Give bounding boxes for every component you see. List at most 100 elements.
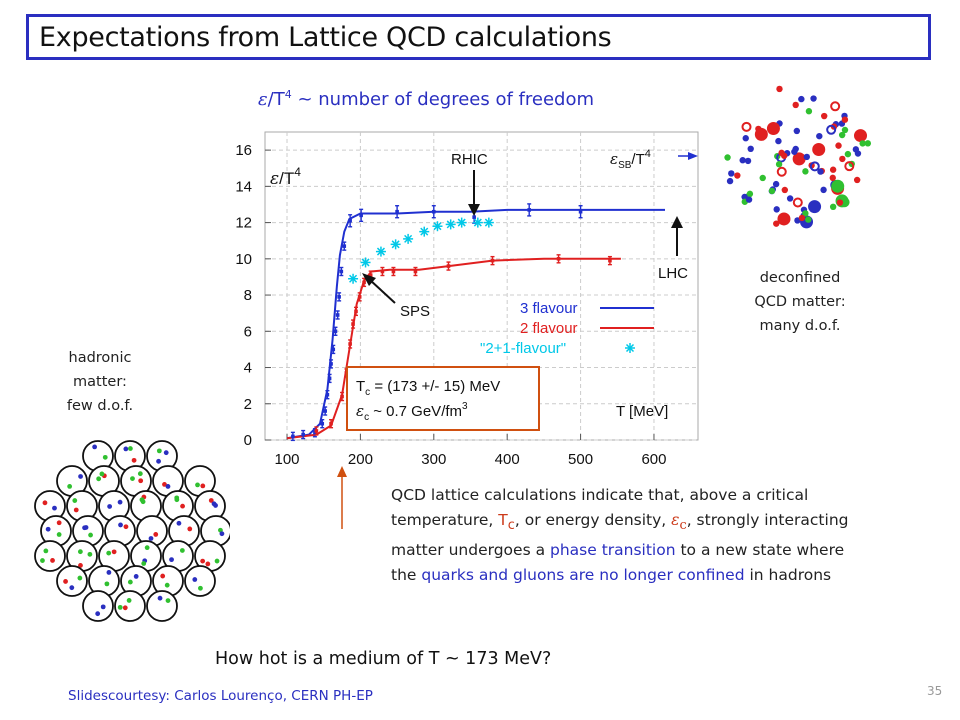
quark-dot xyxy=(130,476,135,482)
quark-dot xyxy=(45,526,51,532)
quark-dot xyxy=(117,604,123,610)
data-marker xyxy=(314,429,319,433)
parton-dot xyxy=(798,95,805,103)
errorbar-point xyxy=(290,431,295,442)
quark-dot xyxy=(165,484,171,489)
quark-dot xyxy=(67,483,73,489)
asterisk-point xyxy=(432,221,443,232)
esb-sup: 4 xyxy=(645,148,651,160)
parton-dot xyxy=(803,153,811,161)
desc-part-2: , or energy density, xyxy=(514,511,672,529)
quark-dot xyxy=(123,524,129,530)
parton-dot xyxy=(829,166,837,173)
errorbar-point xyxy=(327,373,332,384)
quark-dot xyxy=(131,457,137,463)
errorbar-point xyxy=(395,205,400,219)
x-tick-label: 100 xyxy=(275,451,300,468)
hadron-circle xyxy=(146,590,178,622)
y-tick-label: 6 xyxy=(244,323,252,340)
plot-frame xyxy=(264,131,699,441)
x-tick-label: 200 xyxy=(348,451,373,468)
desc-part-5: in hadrons xyxy=(744,566,832,585)
quark-dot xyxy=(107,504,113,509)
legend-swatch xyxy=(625,343,635,353)
tc-arrow-head xyxy=(337,466,347,477)
errorbar-point xyxy=(556,254,561,264)
parton-dot xyxy=(745,196,753,203)
credit-text: Slidescourtesy: Carlos Lourenço, CERN PH… xyxy=(68,688,373,704)
chart-subtitle: ε/T4 ~ number of degrees of freedom xyxy=(258,88,594,110)
page-number: 35 xyxy=(927,684,943,698)
quark-dot xyxy=(180,503,185,509)
tc-box xyxy=(346,366,540,431)
errorbar-point xyxy=(359,208,364,223)
subtitle-epsilon: ε xyxy=(258,89,268,110)
errorbar-point xyxy=(446,261,451,271)
parton-dot xyxy=(839,155,846,163)
errorbar-point xyxy=(333,326,338,336)
ec-value: ~ 0.7 GeV/fm xyxy=(369,403,462,420)
data-marker xyxy=(359,213,363,218)
quark-dot xyxy=(122,605,128,611)
legend: 3 flavour 2 flavour "2+1-flavour" xyxy=(480,300,654,357)
desc-tc-t: T xyxy=(498,511,508,529)
parton-dot xyxy=(724,154,731,161)
hadronic-line-3: few d.o.f. xyxy=(66,398,134,414)
parton-dot xyxy=(793,127,801,135)
quark-dot xyxy=(214,558,220,564)
parton-dot xyxy=(835,142,842,149)
parton-dot xyxy=(792,197,803,208)
x-tick-label: 400 xyxy=(495,451,520,468)
asterisk-point xyxy=(375,246,386,257)
hadronic-line-1: hadronic xyxy=(68,350,132,366)
asterisk-stroke xyxy=(446,220,455,229)
hadron-circle xyxy=(82,590,114,622)
hadron-circle xyxy=(34,540,66,572)
hadronic-line-2: matter: xyxy=(73,374,127,390)
parton-dot xyxy=(739,157,746,164)
parton-dot xyxy=(841,116,849,123)
parton-dot xyxy=(836,199,844,206)
quark-dot xyxy=(73,507,79,513)
data-marker xyxy=(362,280,366,285)
parton-dot xyxy=(754,127,768,141)
lhc-arrowhead xyxy=(671,216,683,228)
errorbar-point xyxy=(342,241,347,251)
errorbar-point xyxy=(320,418,325,429)
errorbar-point xyxy=(314,426,319,436)
data-marker xyxy=(354,309,358,314)
asterisk-stroke xyxy=(625,343,635,353)
quark-dot xyxy=(187,526,193,532)
data-marker xyxy=(527,208,532,212)
data-marker xyxy=(578,209,583,214)
data-marker xyxy=(320,421,325,426)
quark-dot xyxy=(77,575,83,581)
data-marker xyxy=(391,269,396,274)
data-marker xyxy=(380,269,385,274)
quark-dot xyxy=(72,498,78,503)
parton-dot xyxy=(805,108,813,115)
quark-dot xyxy=(148,536,154,541)
quark-dot xyxy=(165,598,171,604)
quark-dot xyxy=(56,532,62,537)
y-tick-label: 14 xyxy=(235,178,252,195)
errorbar-point xyxy=(323,406,328,416)
grid xyxy=(265,132,698,441)
errorbar-point xyxy=(348,339,353,349)
quark-dot xyxy=(133,574,139,579)
tc-value: = (173 +/- 15) MeV xyxy=(370,378,500,395)
hadron-circle xyxy=(56,565,88,597)
y-tick-label: 0 xyxy=(244,432,252,449)
parton-dot xyxy=(734,172,741,179)
desc-phase-transition: phase transition xyxy=(550,541,676,560)
quark-dot xyxy=(127,579,133,585)
y-tick-label: 10 xyxy=(235,251,252,268)
errorbar-point xyxy=(391,266,396,277)
quark-dot xyxy=(219,531,225,537)
parton-dot xyxy=(841,126,849,134)
data-marker xyxy=(351,322,355,326)
parton-dot xyxy=(810,95,817,102)
quark-dot xyxy=(156,458,161,464)
parton-dot xyxy=(768,187,776,195)
